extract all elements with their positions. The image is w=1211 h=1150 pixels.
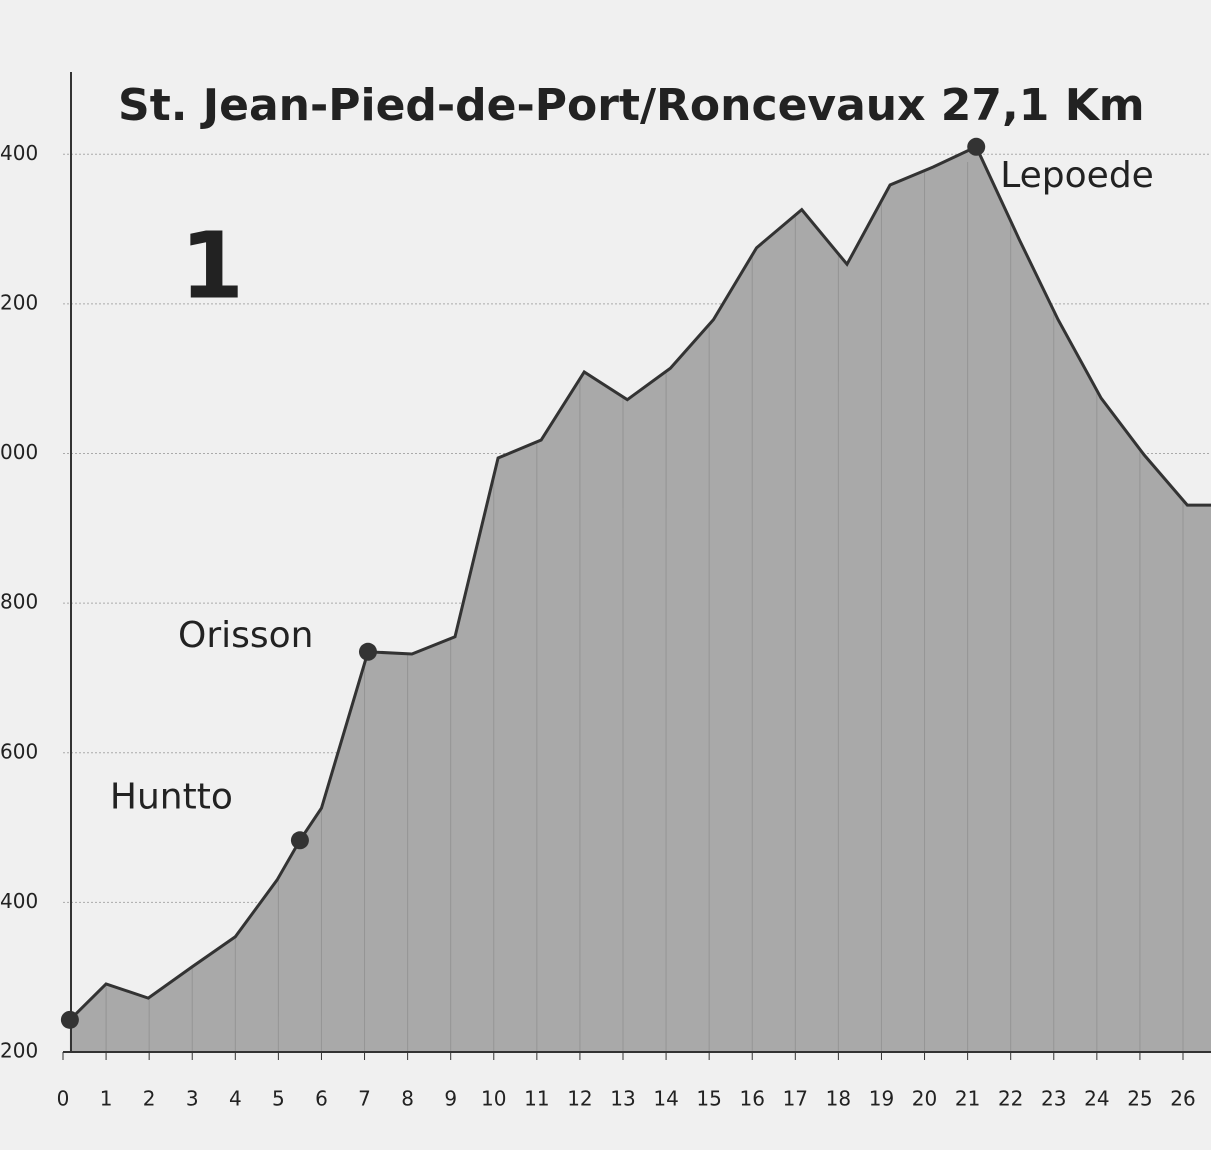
x-tick-label: 20	[912, 1087, 937, 1111]
chart-title: St. Jean-Pied-de-Port/Roncevaux 27,1 Km	[118, 80, 1145, 131]
x-tick-label: 3	[186, 1087, 199, 1111]
x-tick-label: 10	[481, 1087, 506, 1111]
y-tick-label: 800	[0, 590, 38, 614]
stop-label: Lepoede	[1000, 155, 1154, 196]
x-tick-label: 21	[955, 1087, 980, 1111]
stage-number: 1	[180, 212, 244, 319]
stop-marker	[358, 642, 377, 661]
y-tick-label: 400	[0, 141, 38, 165]
stop-label: Orisson	[178, 615, 314, 656]
elevation-line	[68, 144, 1211, 1021]
y-tick-label: 200	[0, 1039, 38, 1063]
x-tick-label: 4	[229, 1087, 242, 1111]
x-tick-label: 14	[653, 1087, 678, 1111]
x-tick-label: 9	[444, 1087, 457, 1111]
stop-label: Huntto	[110, 776, 233, 817]
x-tick-label: 18	[826, 1087, 851, 1111]
x-tick-label: 8	[401, 1087, 414, 1111]
x-tick-label: 16	[740, 1087, 765, 1111]
x-tick-label: 19	[869, 1087, 894, 1111]
x-tick-label: 0	[57, 1087, 70, 1111]
y-tick-label: 000	[0, 440, 38, 464]
y-tick-label: 200	[0, 290, 38, 314]
x-tick-label: 2	[143, 1087, 156, 1111]
x-tick-label: 25	[1127, 1087, 1152, 1111]
stop-marker	[60, 1010, 79, 1029]
x-tick-label: 6	[315, 1087, 328, 1111]
stop-marker	[290, 831, 309, 850]
x-tick-label: 12	[567, 1087, 592, 1111]
x-tick-label: 17	[783, 1087, 808, 1111]
x-tick-label: 11	[524, 1087, 549, 1111]
x-tick-label: 13	[610, 1087, 635, 1111]
y-tick-label: 600	[0, 739, 38, 763]
x-tick-label: 7	[358, 1087, 371, 1111]
stop-marker	[967, 137, 986, 156]
x-tick-label: 24	[1084, 1087, 1109, 1111]
x-tick-label: 15	[696, 1087, 721, 1111]
x-tick-label: 26	[1170, 1087, 1195, 1111]
x-tick-label: 23	[1041, 1087, 1066, 1111]
x-tick-label: 1	[100, 1087, 113, 1111]
x-tick-label: 5	[272, 1087, 285, 1111]
y-tick-label: 400	[0, 889, 38, 913]
x-tick-label: 22	[998, 1087, 1023, 1111]
elevation-area	[69, 146, 1211, 1053]
